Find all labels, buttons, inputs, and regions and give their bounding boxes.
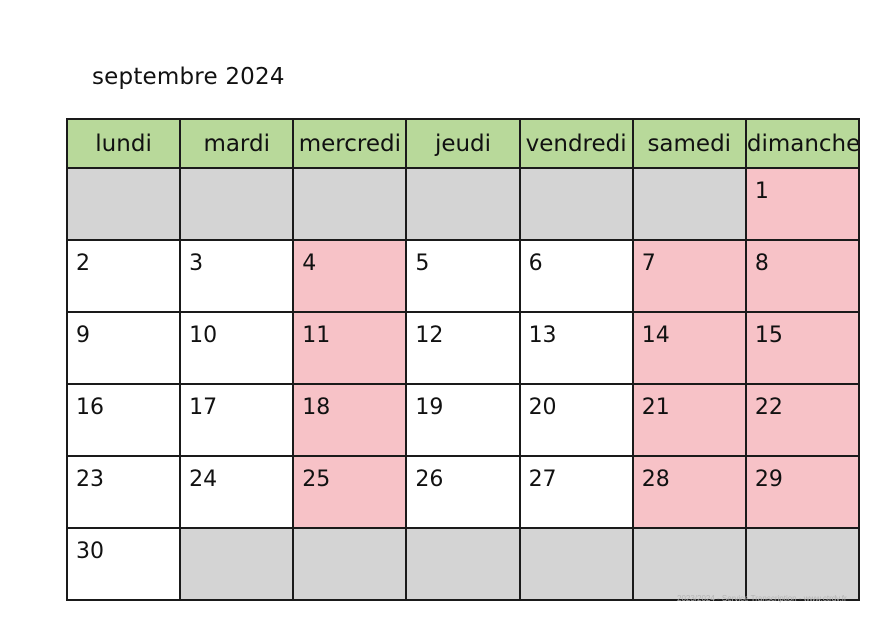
day-cell: 18 [292, 383, 408, 457]
day-cell: 29 [744, 455, 861, 529]
empty-day-cell [179, 527, 295, 601]
weekday-header: mardi [179, 118, 295, 169]
empty-day-cell [65, 167, 182, 241]
empty-day-cell [179, 167, 295, 241]
day-cell: 14 [631, 311, 747, 385]
day-cell: 7 [631, 239, 747, 313]
day-cell: 12 [405, 311, 521, 385]
weekday-header: jeudi [405, 118, 521, 169]
day-cell: 21 [631, 383, 747, 457]
day-cell: 11 [292, 311, 408, 385]
week-row: 9 10 11 12 13 14 15 [65, 311, 861, 385]
day-cell: 4 [292, 239, 408, 313]
weekday-header-row: lundi mardi mercredi jeudi vendredi same… [65, 118, 861, 169]
day-cell: 5 [405, 239, 521, 313]
day-cell: 10 [179, 311, 295, 385]
empty-day-cell [292, 167, 408, 241]
day-cell: 8 [744, 239, 861, 313]
day-cell: 6 [518, 239, 634, 313]
day-cell: 17 [179, 383, 295, 457]
empty-day-cell [518, 527, 634, 601]
week-row: 1 [65, 167, 861, 241]
empty-day-cell [744, 527, 861, 601]
day-cell: 26 [405, 455, 521, 529]
day-cell: 20 [518, 383, 634, 457]
day-cell: 13 [518, 311, 634, 385]
empty-day-cell [405, 167, 521, 241]
day-cell: 9 [65, 311, 182, 385]
empty-day-cell [631, 167, 747, 241]
empty-day-cell [518, 167, 634, 241]
day-cell: 2 [65, 239, 182, 313]
day-cell: 16 [65, 383, 182, 457]
day-cell: 27 [518, 455, 634, 529]
day-cell: 24 [179, 455, 295, 529]
month-calendar: lundi mardi mercredi jeudi vendredi same… [65, 118, 861, 601]
week-row: 16 17 18 19 20 21 22 [65, 383, 861, 457]
calendar-title: septembre 2024 [92, 64, 285, 90]
week-row: 23 24 25 26 27 28 29 [65, 455, 861, 529]
empty-day-cell [631, 527, 747, 601]
day-cell: 30 [65, 527, 182, 601]
day-cell: 15 [744, 311, 861, 385]
weekday-header: lundi [65, 118, 182, 169]
day-cell: 25 [292, 455, 408, 529]
day-cell: 28 [631, 455, 747, 529]
weekday-header: samedi [631, 118, 747, 169]
week-row: 2 3 4 5 6 7 8 [65, 239, 861, 313]
weekday-header: mercredi [292, 118, 408, 169]
weekday-header: vendredi [518, 118, 634, 169]
day-cell: 23 [65, 455, 182, 529]
footer-credit: 2023/2024 - Service Transcription - www.… [677, 594, 847, 603]
empty-day-cell [405, 527, 521, 601]
day-cell: 1 [744, 167, 861, 241]
empty-day-cell [292, 527, 408, 601]
day-cell: 3 [179, 239, 295, 313]
day-cell: 19 [405, 383, 521, 457]
weekday-header: dimanche [744, 118, 861, 169]
day-cell: 22 [744, 383, 861, 457]
week-row: 30 [65, 527, 861, 601]
